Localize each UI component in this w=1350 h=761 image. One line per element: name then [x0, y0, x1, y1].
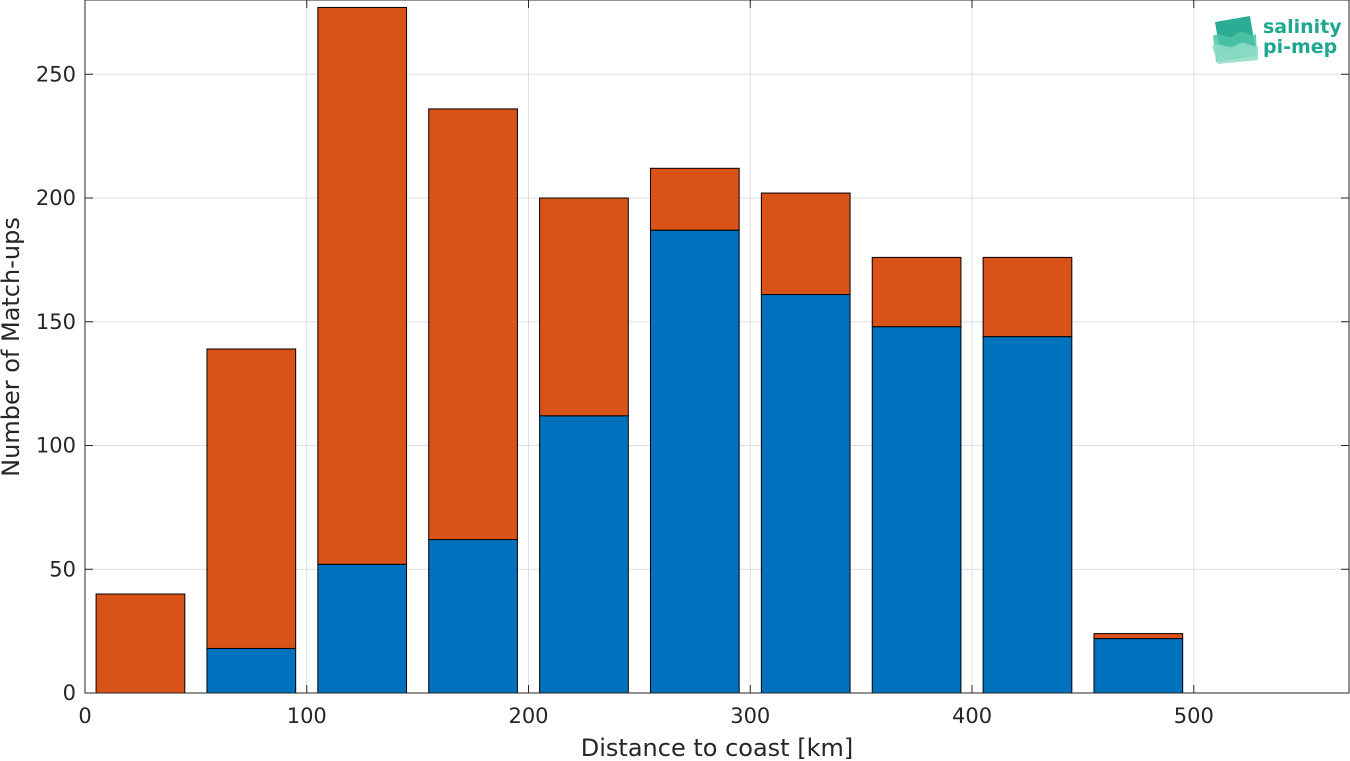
y-tick-label: 0 [63, 681, 76, 705]
bar-series-2-bin-5 [539, 197, 629, 417]
axes-box [84, 0, 1350, 694]
x-tick-label: 500 [1174, 704, 1214, 728]
y-tick-label: 100 [36, 434, 76, 458]
bar-series-1-bin-7 [760, 294, 851, 694]
ticks: 0 100 200 300 400 500 0 50 100 150 200 250 [36, 0, 1349, 728]
bar-series-1-bin-4 [428, 539, 518, 694]
bar-series-2-bin-9 [982, 256, 1073, 338]
bar-series-1-bin-5 [539, 415, 629, 694]
x-tick-label: 0 [78, 704, 91, 728]
x-axis-title: Distance to coast [km] [581, 734, 853, 761]
bar-series-2-bin-7 [760, 192, 851, 296]
y-tick-label: 200 [36, 186, 76, 210]
y-axis-title: Number of Match-ups [0, 217, 25, 477]
x-tick-label: 100 [287, 704, 327, 728]
y-tick-label: 250 [36, 62, 76, 86]
bar-series-2-bin-6 [649, 167, 740, 231]
x-tick-label: 400 [952, 704, 992, 728]
bar-series-2-bin-2 [206, 348, 297, 649]
bar-series-2-bin-4 [428, 108, 518, 541]
y-tick-label: 50 [49, 557, 76, 581]
x-tick-label: 200 [508, 704, 548, 728]
bar-series-1-bin-3 [317, 563, 408, 694]
x-tick-label: 300 [730, 704, 770, 728]
bar-series-1-bin-9 [982, 336, 1073, 694]
bar-series-2-bin-8 [871, 256, 962, 328]
bar-series-1-bin-8 [871, 326, 962, 694]
bar-series-2-bin-3 [317, 6, 408, 565]
bar-series-1-bin-6 [649, 229, 740, 694]
bar-series-1-bin-2 [206, 647, 297, 694]
bar-series-2-bin-10 [1093, 633, 1184, 640]
logo-waves-icon [1212, 16, 1258, 64]
bar-series-2-bin-1 [95, 593, 186, 694]
logo-line-2: pi-mep [1263, 36, 1337, 58]
y-tick-label: 150 [36, 310, 76, 334]
bar-series-1-bin-10 [1093, 638, 1184, 694]
bars [95, 6, 1184, 694]
salinity-pi-mep-logo: salinity pi-mep [1212, 16, 1342, 64]
logo-line-1: salinity [1263, 16, 1342, 38]
